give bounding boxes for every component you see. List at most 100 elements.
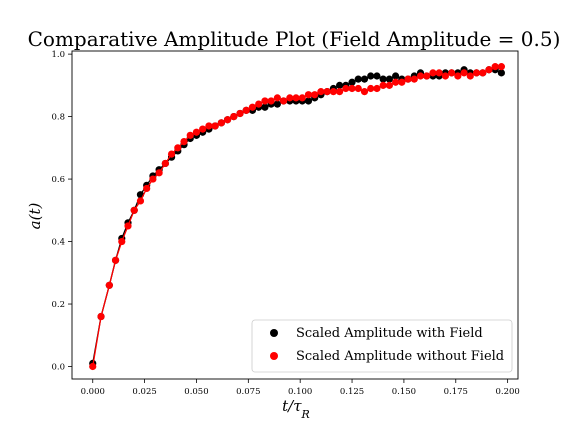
data-point [454, 72, 462, 80]
data-point [118, 237, 126, 246]
data-point [479, 69, 487, 77]
y-axis-label: a(t) [26, 203, 44, 230]
plot-frame [71, 50, 519, 380]
data-point [273, 94, 281, 102]
data-point [348, 84, 356, 93]
data-point [336, 81, 344, 89]
data-point [367, 84, 375, 93]
data-point [111, 256, 120, 264]
data-point [304, 97, 313, 105]
x-axis-label: t/τR [282, 397, 310, 421]
data-point [124, 222, 132, 230]
data-point [155, 169, 163, 177]
data-point [292, 94, 300, 102]
data-point [342, 84, 350, 93]
y-tick-label: 0.2 [51, 300, 65, 310]
data-point [167, 150, 176, 158]
y-tick-label: 0.0 [51, 363, 65, 373]
y-tick-label: 0.6 [51, 175, 65, 185]
data-point [180, 137, 188, 146]
series-line [92, 69, 502, 364]
data-point [97, 312, 105, 321]
data-point [448, 69, 456, 77]
data-point [466, 72, 474, 80]
data-point [199, 125, 207, 133]
data-point [348, 78, 356, 86]
legend: Scaled Amplitude with Field Scaled Ampli… [251, 319, 513, 373]
data-point [392, 72, 400, 80]
data-point [267, 97, 275, 105]
x-tick-label: 0.125 [340, 387, 364, 397]
y-tick-label: 1.0 [51, 50, 65, 60]
data-point [143, 184, 151, 193]
data-point [435, 69, 443, 77]
data-point [429, 69, 437, 77]
data-point [211, 122, 219, 130]
legend-label-without-field: Scaled Amplitude without Field [296, 349, 504, 364]
data-point [385, 81, 393, 89]
data-point [311, 91, 319, 99]
x-tick-label: 0.100 [288, 387, 312, 397]
chart-title: Comparative Amplitude Plot (Field Amplit… [28, 27, 561, 51]
data-point [89, 362, 97, 371]
data-point [186, 131, 194, 139]
data-point [273, 100, 281, 108]
data-point [261, 97, 269, 105]
data-point [373, 84, 381, 93]
x-tick-label: 0.150 [392, 387, 416, 397]
data-point [161, 159, 169, 168]
data-point [105, 281, 113, 289]
data-point [354, 75, 362, 83]
data-point [230, 113, 238, 121]
data-point [136, 197, 145, 205]
data-point [255, 100, 263, 108]
legend-box [251, 319, 513, 373]
x-tick-label: 0.175 [444, 387, 468, 397]
data-point [398, 78, 406, 86]
data-point [404, 75, 412, 83]
x-tick-label: 0.000 [81, 387, 105, 397]
data-point [472, 69, 481, 77]
data-point [485, 66, 493, 74]
data-point [423, 72, 431, 80]
data-point [149, 175, 157, 183]
x-tick-label: 0.075 [236, 387, 260, 397]
data-point [336, 88, 344, 96]
data-point [248, 103, 257, 111]
data-point [416, 72, 425, 80]
data-point [360, 88, 369, 96]
legend-label-with-field: Scaled Amplitude with Field [296, 326, 483, 341]
data-point [223, 116, 232, 124]
data-point [298, 94, 306, 102]
series-without-field [89, 63, 505, 371]
data-point [367, 72, 375, 80]
data-point [317, 88, 325, 96]
data-point [174, 144, 182, 152]
data-point [304, 91, 313, 99]
data-point [286, 94, 294, 102]
data-point [441, 72, 449, 80]
data-point [279, 97, 288, 105]
data-point [497, 63, 505, 71]
data-point [329, 88, 337, 96]
data-point [497, 69, 505, 77]
y-tick-label: 0.4 [51, 238, 65, 248]
data-point [261, 103, 269, 111]
y-tick-label: 0.8 [51, 113, 65, 123]
y-axis-ticks: 0.0 0.2 0.4 0.6 0.8 1.0 [51, 50, 72, 373]
series-layer [89, 63, 505, 371]
data-point [242, 106, 250, 114]
data-point [354, 84, 362, 93]
data-point [323, 88, 331, 96]
data-point [192, 128, 201, 136]
data-point [460, 69, 468, 77]
data-point [392, 78, 400, 86]
x-tick-label: 0.025 [132, 387, 156, 397]
x-tick-label: 0.050 [184, 387, 208, 397]
data-point [379, 81, 387, 89]
data-point [491, 63, 499, 71]
data-point [379, 75, 387, 83]
data-point [130, 206, 138, 214]
data-point [373, 72, 381, 80]
